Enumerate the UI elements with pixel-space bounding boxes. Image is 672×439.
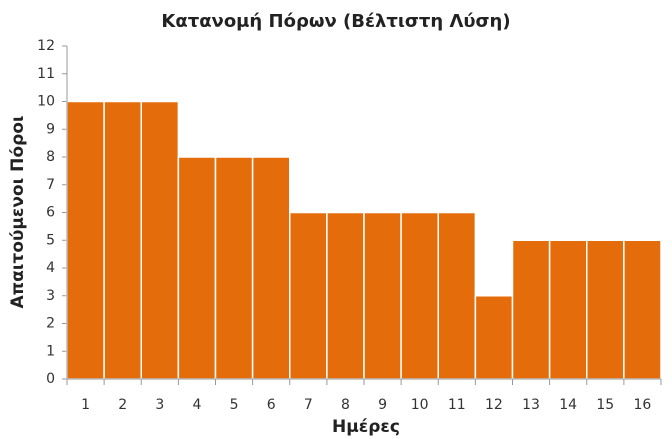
- bar: [289, 211, 328, 380]
- bar: [511, 239, 551, 380]
- y-tick-label: 8: [46, 149, 55, 165]
- y-tick-label: 12: [37, 38, 55, 54]
- y-tick-label: 3: [46, 288, 55, 304]
- bar: [140, 100, 180, 380]
- bar: [400, 211, 439, 380]
- y-axis-label: Απαιτούμενοι Πόροι: [8, 115, 28, 308]
- bar: [177, 156, 217, 380]
- bar: [623, 239, 662, 380]
- y-tick-label: 2: [46, 316, 55, 332]
- y-tick-label: 4: [46, 260, 55, 276]
- bar: [363, 211, 402, 380]
- x-tick-label: 3: [155, 397, 164, 413]
- y-tick-label: 7: [46, 177, 55, 193]
- bar: [437, 211, 477, 380]
- x-tick-label: 9: [378, 397, 387, 413]
- x-tick-label: 6: [267, 397, 276, 413]
- x-tick-label: 8: [341, 397, 350, 413]
- bar: [214, 156, 254, 380]
- x-tick-label: 12: [485, 397, 503, 413]
- bar: [103, 100, 142, 380]
- bar: [474, 295, 514, 380]
- y-tick-label: 9: [46, 121, 55, 137]
- y-tick-label: 6: [46, 205, 55, 221]
- bar: [586, 239, 625, 380]
- x-axis-label: Ημέρες: [332, 417, 400, 437]
- y-tick-label: 0: [46, 371, 55, 387]
- x-tick-label: 4: [192, 397, 201, 413]
- x-tick-label: 1: [81, 397, 90, 413]
- x-tick-label: 11: [448, 397, 466, 413]
- y-tick-label: 11: [37, 66, 55, 82]
- x-tick-label: 7: [304, 397, 313, 413]
- y-tick-label: 5: [46, 232, 55, 248]
- bar: [326, 211, 365, 380]
- y-tick-label: 10: [37, 94, 55, 110]
- x-tick-label: 5: [230, 397, 239, 413]
- bar: [548, 239, 588, 380]
- x-tick-label: 16: [634, 397, 652, 413]
- x-tick-label: 2: [118, 397, 127, 413]
- bar: [251, 156, 291, 380]
- bar: [66, 100, 105, 380]
- x-tick-label: 13: [522, 397, 540, 413]
- y-tick-label: 1: [46, 343, 55, 359]
- x-tick-label: 15: [596, 397, 614, 413]
- x-tick-label: 14: [559, 397, 577, 413]
- x-tick-label: 10: [411, 397, 429, 413]
- chart-title: Κατανομή Πόρων (Βέλτιστη Λύση): [161, 11, 510, 32]
